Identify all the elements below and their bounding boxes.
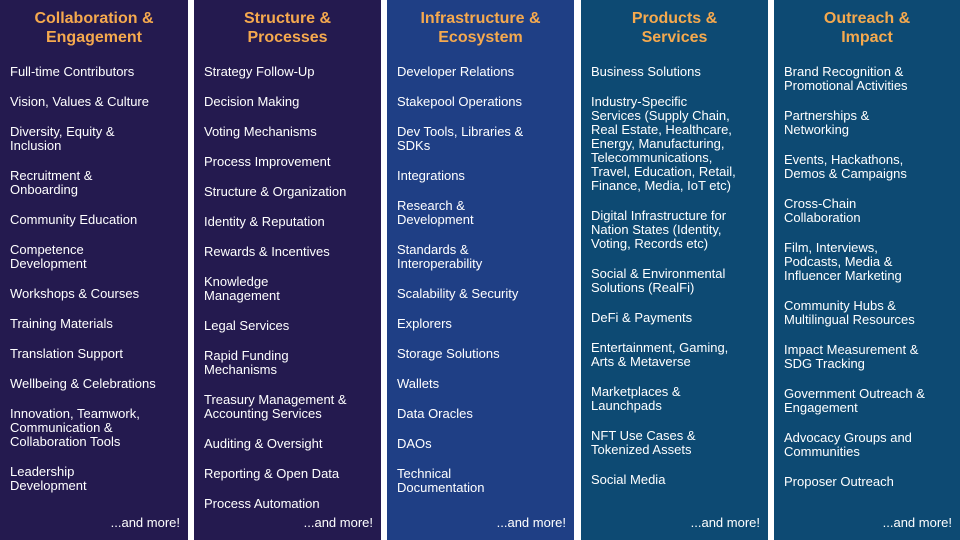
column-title: Products & Services [631,10,718,46]
list-item: Business Solutions [591,64,701,79]
list-item: Rapid Funding Mechanisms [204,348,289,377]
column-item-list: Full-time Contributors Vision, Values & … [10,65,188,493]
list-item: Research & Development [397,198,474,227]
column-title: Outreach & Impact [823,10,911,46]
list-item: Community Hubs & Multilingual Resources [784,298,915,327]
list-item: Structure & Organization [204,184,347,199]
list-item: Dev Tools, Libraries & SDKs [397,124,524,153]
column-item-list: Brand Recognition & Promotional Activiti… [784,65,960,489]
list-item: Strategy Follow-Up [204,64,315,79]
list-item: Process Improvement [204,154,331,169]
list-item: Identity & Reputation [204,214,325,229]
list-item: Knowledge Management [204,274,280,303]
list-item: Social & Environmental Solutions (RealFi… [591,266,726,295]
list-item: Translation Support [10,346,123,361]
and-more-label: ...and more! [690,515,760,530]
list-item: Entertainment, Gaming, Arts & Metaverse [591,340,729,369]
list-item: Scalability & Security [397,286,519,301]
list-item: Stakepool Operations [397,94,523,109]
column-title: Infrastructure & Ecosystem [420,10,541,46]
list-item: Cross-Chain Collaboration [784,196,861,225]
list-item: Full-time Contributors [10,64,135,79]
list-item: Rewards & Incentives [204,244,330,259]
list-item: Proposer Outreach [784,474,894,489]
list-item: Treasury Management & Accounting Service… [204,392,347,421]
column-products-services: Products & Services Business Solutions I… [581,0,768,540]
list-item: Community Education [10,212,138,227]
column-collaboration-engagement: Collaboration & Engagement Full-time Con… [0,0,188,540]
column-item-list: Developer Relations Stakepool Operations… [397,65,574,495]
column-infrastructure-ecosystem: Infrastructure & Ecosystem Developer Rel… [387,0,574,540]
and-more-label: ...and more! [303,515,373,530]
list-item: Voting Mechanisms [204,124,317,139]
list-item: Training Materials [10,316,113,331]
list-item: Brand Recognition & Promotional Activiti… [784,64,908,93]
list-item: DAOs [397,436,432,451]
list-item: Standards & Interoperability [397,242,483,271]
list-item: Diversity, Equity & Inclusion [10,124,115,153]
list-item: Recruitment & Onboarding [10,168,93,197]
column-structure-processes: Structure & Processes Strategy Follow-Up… [194,0,381,540]
list-item: Auditing & Oversight [204,436,323,451]
list-item: Integrations [397,168,465,183]
list-item: Data Oracles [397,406,473,421]
column-item-list: Business Solutions Industry-Specific Ser… [591,65,768,487]
list-item: NFT Use Cases & Tokenized Assets [591,428,696,457]
list-item: Government Outreach & Engagement [784,386,925,415]
list-item: Impact Measurement & SDG Tracking [784,342,919,371]
column-item-list: Strategy Follow-Up Decision Making Votin… [204,65,381,511]
list-item: Decision Making [204,94,300,109]
list-item: Advocacy Groups and Communities [784,430,912,459]
list-item: Partnerships & Networking [784,108,870,137]
list-item: Marketplaces & Launchpads [591,384,681,413]
list-item: Storage Solutions [397,346,500,361]
and-more-label: ...and more! [882,515,952,530]
and-more-label: ...and more! [496,515,566,530]
column-title: Structure & Processes [243,10,332,46]
list-item: DeFi & Payments [591,310,693,325]
list-item: Process Automation [204,496,320,511]
list-item: Industry-Specific Services (Supply Chain… [591,94,736,193]
list-item: Wallets [397,376,440,391]
column-title: Collaboration & Engagement [34,10,154,46]
list-item: Technical Documentation [397,466,485,495]
list-item: Workshops & Courses [10,286,140,301]
list-item: Legal Services [204,318,290,333]
list-item: Vision, Values & Culture [10,94,149,109]
list-item: Wellbeing & Celebrations [10,376,156,391]
list-item: Reporting & Open Data [204,466,340,481]
column-outreach-impact: Outreach & Impact Brand Recognition & Pr… [774,0,960,540]
list-item: Competence Development [10,242,87,271]
list-item: Explorers [397,316,452,331]
list-item: Leadership Development [10,464,87,493]
list-item: Digital Infrastructure for Nation States… [591,208,727,251]
list-item: Film, Interviews, Podcasts, Media & Infl… [784,240,902,283]
list-item: Innovation, Teamwork, Communication & Co… [10,406,140,449]
list-item: Social Media [591,472,666,487]
and-more-label: ...and more! [110,515,180,530]
list-item: Events, Hackathons, Demos & Campaigns [784,152,907,181]
list-item: Developer Relations [397,64,515,79]
